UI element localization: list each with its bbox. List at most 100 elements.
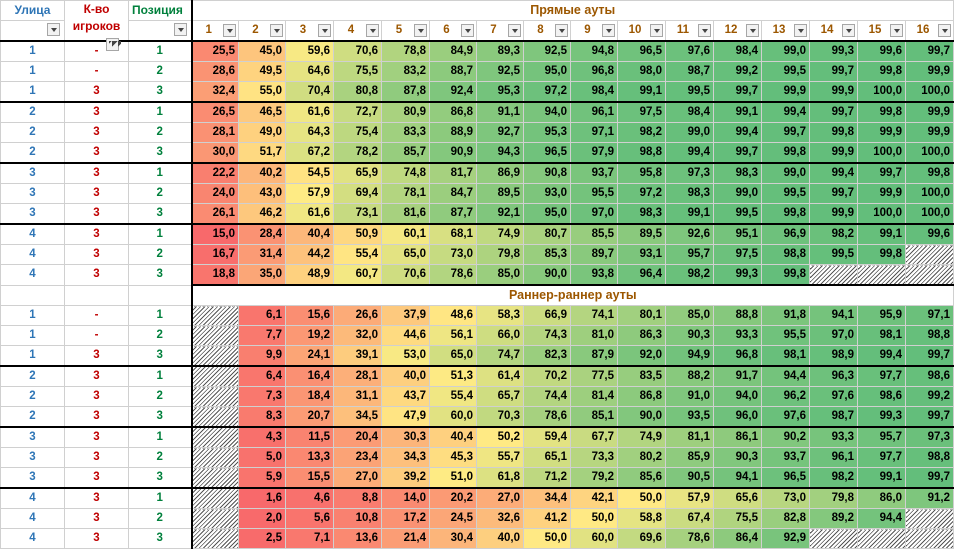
value-cell: 100,0 [905, 81, 954, 103]
street-cell: 2 [0, 122, 65, 143]
value-cell: 80,9 [381, 101, 430, 123]
value-cell: 81,1 [665, 426, 714, 448]
value-cell: 20,7 [285, 406, 334, 428]
value-cell: 94,1 [713, 467, 762, 489]
dropdown-arrow-icon[interactable] [366, 24, 379, 37]
filter-icon[interactable] [106, 38, 122, 51]
value-cell: 67,4 [665, 508, 714, 529]
dropdown-arrow-icon[interactable] [842, 24, 855, 37]
value-cell: 28,1 [191, 122, 239, 143]
value-cell: 18,4 [285, 386, 334, 407]
value-cell: 92,5 [523, 40, 571, 62]
value-cell: 97,3 [905, 426, 954, 448]
value-cell: 99,4 [713, 122, 762, 143]
value-cell: 99,8 [761, 264, 810, 286]
value-cell: 95,0 [523, 61, 571, 82]
position-cell: 2 [128, 447, 193, 468]
dropdown-arrow-icon[interactable] [794, 24, 807, 37]
table-row: 4 3 3 18,8 35,0 48,9 60,7 70,6 78,6 85,0 90,0 93,8 9… [0, 264, 954, 286]
dropdown-arrow-icon[interactable] [47, 23, 60, 37]
value-cell: 48,6 [429, 305, 477, 326]
street-cell: 2 [0, 101, 65, 123]
empty-hatched-cell [191, 467, 239, 489]
empty-hatched-cell [191, 508, 239, 529]
value-cell: 90,2 [761, 426, 810, 448]
table-row: 1-2 7,7 19,2 32,0 44,6 56,1 66,0 74,3 81,0 86,3 90… [0, 325, 954, 346]
dropdown-arrow-icon[interactable] [173, 23, 187, 37]
empty-hatched-cell [809, 264, 858, 286]
value-cell: 30,0 [191, 142, 239, 164]
dropdown-arrow-icon[interactable] [602, 24, 615, 37]
value-cell: 21,4 [381, 528, 430, 549]
column-header-4: 4 [333, 20, 382, 42]
dropdown-arrow-icon[interactable] [461, 24, 474, 37]
column-number: 12 [724, 24, 738, 36]
value-cell: 90,0 [617, 406, 666, 428]
value-cell: 91,7 [713, 365, 762, 387]
value-cell: 98,3 [713, 162, 762, 184]
value-cell: 91,2 [905, 487, 954, 509]
value-cell: 99,7 [905, 467, 954, 489]
value-cell: 97,1 [570, 122, 618, 143]
value-cell: 86,4 [713, 528, 762, 549]
value-cell: 45,3 [429, 447, 477, 468]
dropdown-arrow-icon[interactable] [650, 24, 663, 37]
value-cell: 73,1 [333, 203, 382, 225]
street-cell: 1 [0, 345, 65, 367]
position-cell: 3 [128, 81, 193, 103]
value-cell: 80,7 [523, 223, 571, 245]
players-cell: 3 [64, 345, 129, 367]
dropdown-arrow-icon[interactable] [270, 24, 283, 37]
value-cell: 74,3 [523, 325, 571, 346]
value-cell: 100,0 [857, 142, 906, 164]
value-cell: 34,3 [381, 447, 430, 468]
position-cell: 3 [128, 345, 193, 367]
value-cell: 99,9 [809, 203, 858, 225]
position-filter-cell [128, 20, 193, 42]
value-cell: 78,6 [665, 528, 714, 549]
column-number: 1 [205, 24, 212, 36]
value-cell: 65,0 [381, 244, 430, 265]
value-cell: 92,7 [476, 122, 524, 143]
value-cell: 90,3 [713, 447, 762, 468]
value-cell: 99,3 [857, 406, 906, 428]
dropdown-arrow-icon[interactable] [890, 24, 903, 37]
empty-hatched-cell [191, 305, 239, 326]
value-cell: 40,4 [429, 426, 477, 448]
dropdown-arrow-icon[interactable] [746, 24, 759, 37]
dropdown-arrow-icon[interactable] [223, 24, 236, 37]
dropdown-arrow-icon[interactable] [555, 24, 568, 37]
value-cell: 85,3 [523, 244, 571, 265]
column-header-11: 11 [665, 20, 714, 42]
value-cell: 88,2 [665, 365, 714, 387]
value-cell: 75,5 [713, 508, 762, 529]
column-number: 14 [820, 24, 834, 36]
column-header-13: 13 [761, 20, 810, 42]
value-cell: 96,1 [570, 101, 618, 123]
value-cell: 98,3 [665, 183, 714, 204]
dropdown-arrow-icon[interactable] [508, 24, 521, 37]
dropdown-arrow-icon[interactable] [938, 24, 951, 37]
dropdown-arrow-icon[interactable] [414, 24, 427, 37]
column-number: 16 [916, 24, 930, 36]
value-cell: 58,3 [476, 305, 524, 326]
value-cell: 91,0 [665, 386, 714, 407]
value-cell: 98,4 [570, 81, 618, 103]
value-cell: 5,9 [238, 467, 286, 489]
value-cell: 50,0 [523, 528, 571, 549]
empty-hatched-cell [857, 528, 906, 549]
value-cell: 98,0 [617, 61, 666, 82]
players-cell: 3 [64, 406, 129, 428]
players-header-label: К-во игроков [72, 2, 121, 33]
players-cell: 3 [64, 183, 129, 204]
empty-hatched-cell [905, 508, 954, 529]
position-cell: 3 [128, 528, 193, 549]
value-cell: 44,2 [285, 244, 334, 265]
dropdown-arrow-icon[interactable] [318, 24, 331, 37]
value-cell: 99,9 [857, 122, 906, 143]
value-cell: 54,5 [285, 162, 334, 184]
dropdown-arrow-icon[interactable] [698, 24, 711, 37]
value-cell: 51,7 [238, 142, 286, 164]
value-cell: 40,2 [238, 162, 286, 184]
